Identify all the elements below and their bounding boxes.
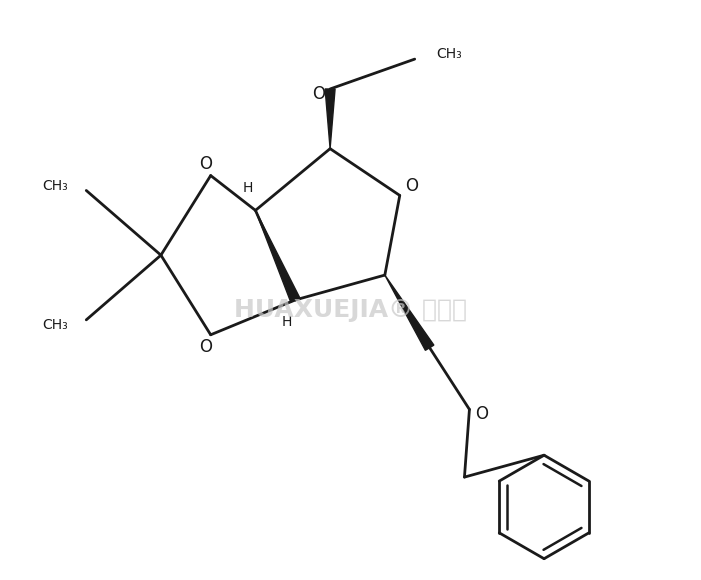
Text: O: O	[405, 176, 418, 194]
Text: HUAXUEJIA® 化学加: HUAXUEJIA® 化学加	[233, 298, 466, 322]
Text: CH₃: CH₃	[437, 47, 463, 61]
Polygon shape	[325, 89, 335, 148]
Polygon shape	[385, 275, 434, 350]
Text: O: O	[199, 338, 212, 356]
Text: O: O	[199, 155, 212, 173]
Polygon shape	[255, 211, 300, 302]
Text: O: O	[475, 405, 488, 423]
Text: O: O	[312, 85, 325, 103]
Text: H: H	[282, 315, 292, 329]
Text: CH₃: CH₃	[43, 179, 69, 193]
Text: H: H	[243, 182, 252, 195]
Text: CH₃: CH₃	[43, 318, 69, 332]
